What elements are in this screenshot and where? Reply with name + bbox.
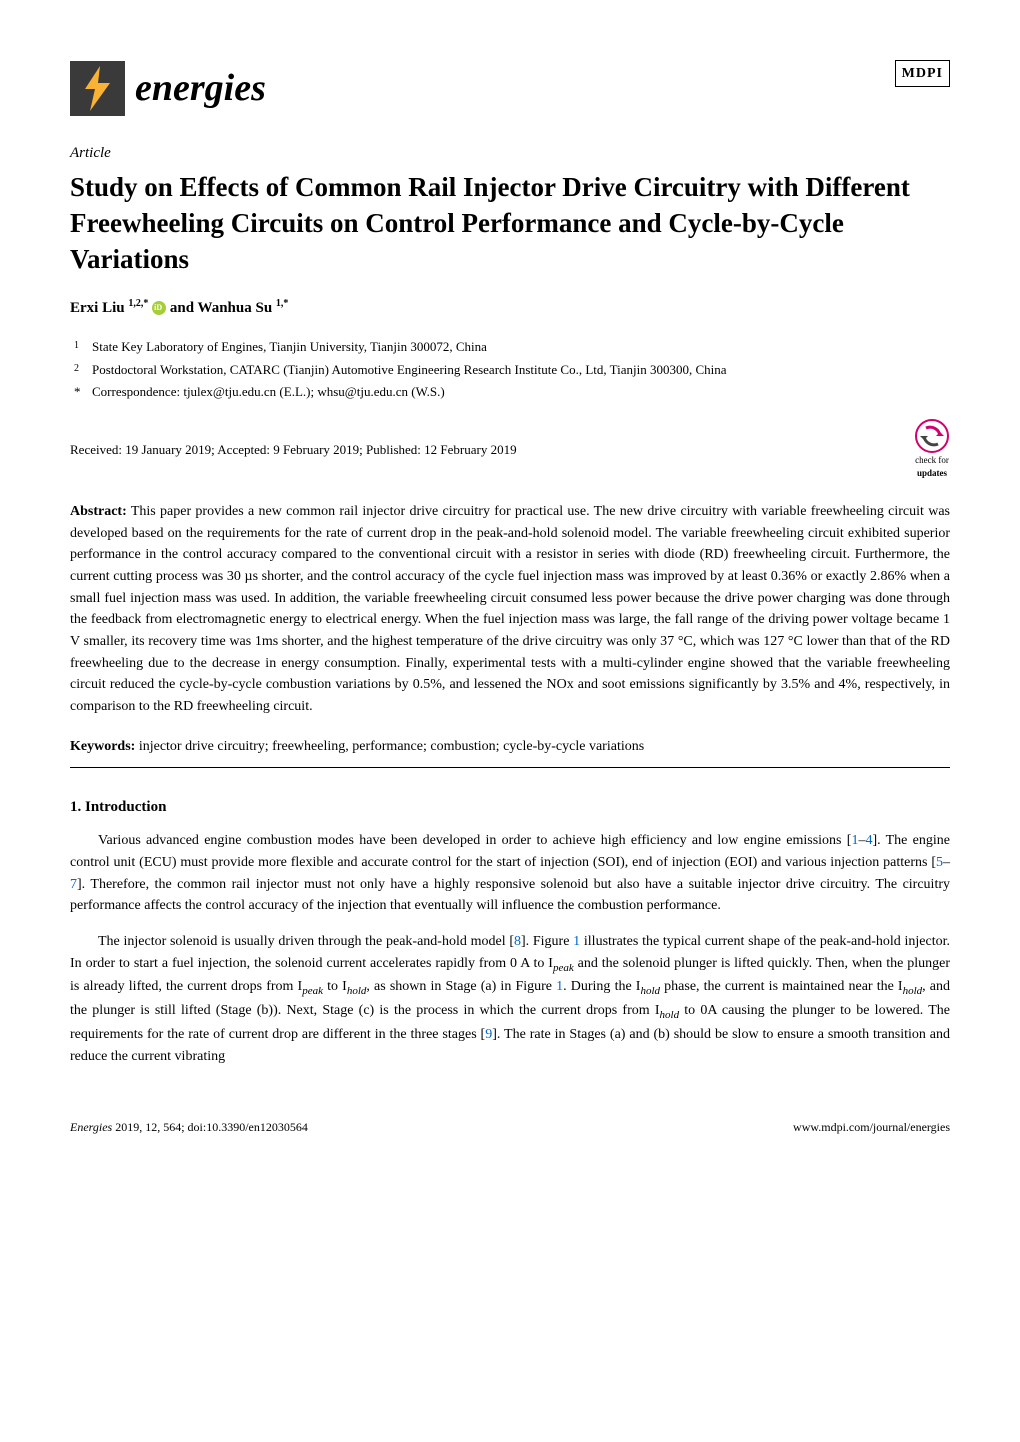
affiliation-row: 1 State Key Laboratory of Engines, Tianj… <box>96 337 950 357</box>
subscript-hold: hold <box>660 1009 680 1021</box>
section-divider <box>70 767 950 768</box>
journal-logo-block: energies <box>70 60 266 117</box>
affiliation-row: * Correspondence: tjulex@tju.edu.cn (E.L… <box>96 382 950 402</box>
publication-dates: Received: 19 January 2019; Accepted: 9 F… <box>70 440 517 460</box>
affiliations-block: 1 State Key Laboratory of Engines, Tianj… <box>70 337 950 402</box>
section-1-heading: 1. Introduction <box>70 796 950 819</box>
authors-line: Erxi Liu 1,2,* and Wanhua Su 1,* <box>70 296 950 320</box>
abstract-block: Abstract: This paper provides a new comm… <box>70 501 950 718</box>
ref-link-8[interactable]: 8 <box>514 934 521 949</box>
author-2-name: and Wanhua Su <box>170 300 272 316</box>
keywords-block: Keywords: injector drive circuitry; free… <box>70 736 950 757</box>
abstract-label: Abstract: <box>70 504 127 519</box>
subscript-peak: peak <box>302 985 323 997</box>
intro-para-1: Various advanced engine combustion modes… <box>70 830 950 917</box>
footer-citation: Energies 2019, 12, 564; doi:10.3390/en12… <box>70 1118 308 1136</box>
article-title: Study on Effects of Common Rail Injector… <box>70 169 950 278</box>
orcid-icon[interactable] <box>152 301 166 315</box>
check-updates-badge[interactable]: check for updates <box>914 418 950 481</box>
check-updates-label1: check for <box>915 454 949 468</box>
check-updates-label2: updates <box>917 467 947 481</box>
affil-sup-2: 2 <box>74 360 92 380</box>
dates-row: Received: 19 January 2019; Accepted: 9 F… <box>70 418 950 481</box>
author-1-sup: 1,2,* <box>128 298 148 309</box>
affil-text-corr: Correspondence: tjulex@tju.edu.cn (E.L.)… <box>92 382 445 402</box>
check-updates-icon <box>914 418 950 454</box>
mdpi-publisher-badge: MDPI <box>895 60 950 87</box>
page-footer: Energies 2019, 12, 564; doi:10.3390/en12… <box>70 1118 950 1136</box>
keywords-text: injector drive circuitry; freewheeling, … <box>135 739 644 754</box>
energies-logo-icon <box>70 61 125 116</box>
author-1-name: Erxi Liu <box>70 300 125 316</box>
ref-link-7[interactable]: 7 <box>70 877 77 892</box>
journal-name: energies <box>135 60 266 117</box>
affil-sup-star: * <box>74 382 92 402</box>
affil-text-1: State Key Laboratory of Engines, Tianjin… <box>92 337 487 357</box>
page-header: energies MDPI <box>70 60 950 117</box>
subscript-peak: peak <box>553 961 574 973</box>
ref-link-5[interactable]: 5 <box>936 855 943 870</box>
footer-url[interactable]: www.mdpi.com/journal/energies <box>793 1118 950 1136</box>
subscript-hold: hold <box>903 985 923 997</box>
keywords-label: Keywords: <box>70 739 135 754</box>
affiliation-row: 2 Postdoctoral Workstation, CATARC (Tian… <box>96 360 950 380</box>
abstract-text: This paper provides a new common rail in… <box>70 504 950 714</box>
author-2-sup: 1,* <box>276 298 289 309</box>
affil-text-2: Postdoctoral Workstation, CATARC (Tianji… <box>92 360 727 380</box>
footer-journal: Energies <box>70 1120 112 1134</box>
footer-details: 2019, 12, 564; doi:10.3390/en12030564 <box>112 1120 308 1134</box>
intro-para-2: The injector solenoid is usually driven … <box>70 931 950 1068</box>
affil-sup-1: 1 <box>74 337 92 357</box>
article-type: Article <box>70 142 950 165</box>
subscript-hold: hold <box>347 985 367 997</box>
subscript-hold: hold <box>640 985 660 997</box>
